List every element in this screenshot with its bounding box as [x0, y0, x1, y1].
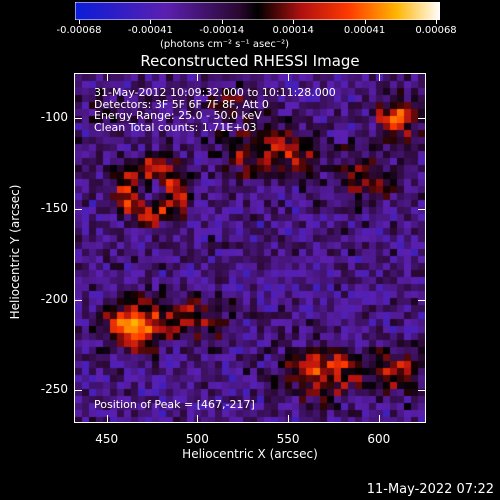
y-tick-mark [418, 299, 426, 301]
x-tick-label: 500 [185, 432, 209, 446]
x-tick-mark [197, 73, 199, 81]
colorbar-tick [293, 20, 295, 24]
annotation-energy-range: Energy Range: 25.0 - 50.0 keV [94, 109, 262, 122]
y-tick-mark [74, 299, 82, 301]
x-tick-mark [197, 415, 199, 423]
y-tick-mark [74, 209, 82, 210]
y-tick-mark [74, 390, 82, 392]
colorbar-units: (photons cm⁻² s⁻¹ asec⁻²) [160, 39, 290, 50]
image-annotations: 31-May-2012 10:09:32.000 to 10:11:28.000… [94, 87, 336, 133]
y-tick-mark [418, 118, 426, 120]
y-tick-mark [418, 209, 426, 210]
heatmap-canvas [75, 74, 425, 422]
y-axis-label: Heliocentric Y (arcsec) [8, 184, 22, 320]
plot-title: Reconstructed RHESSI Image [140, 52, 360, 70]
colorbar [75, 2, 440, 20]
colorbar-tick-label: -0.00014 [199, 25, 245, 36]
colorbar-tick-label: -0.00068 [56, 25, 102, 36]
y-tick-label: -250 [40, 382, 68, 397]
x-axis-label: Heliocentric X (arcsec) [182, 447, 318, 461]
colorbar-tick-label: -0.00041 [127, 25, 173, 36]
colorbar-tick [79, 20, 80, 24]
y-tick-label: -150 [40, 201, 68, 215]
annotation-clean-counts: Clean Total counts: 1.71E+03 [94, 120, 257, 134]
heatmap-plot [74, 73, 426, 423]
x-tick-mark [378, 415, 380, 423]
x-tick-label: 600 [367, 432, 391, 446]
x-tick-label: 550 [276, 432, 300, 446]
x-tick-mark [106, 73, 108, 81]
colorbar-tick [436, 20, 437, 24]
timestamp: 11-May-2022 07:22 [366, 482, 494, 497]
colorbar-tick [221, 20, 223, 24]
x-tick-mark [288, 415, 290, 423]
annotation-time-range: 31-May-2012 10:09:32.000 to 10:11:28.000 [94, 86, 336, 99]
peak-position-label: Position of Peak = [467,-217] [94, 398, 255, 411]
y-tick-mark [418, 390, 426, 392]
colorbar-tick [150, 20, 152, 24]
x-tick-label: 450 [95, 432, 119, 446]
annotation-detectors: Detectors: 3F 5F 6F 7F 8F, Att 0 [94, 97, 269, 111]
colorbar-tick [364, 20, 366, 24]
x-tick-mark [106, 415, 108, 423]
x-tick-mark [288, 73, 290, 81]
colorbar-tick-label: 0.00014 [272, 25, 314, 36]
x-tick-mark [378, 73, 380, 81]
y-tick-label: -100 [40, 110, 68, 125]
colorbar-tick-label: 0.00041 [343, 25, 386, 36]
y-tick-label: -200 [40, 291, 68, 306]
colorbar-tick-label: 0.00068 [415, 25, 457, 36]
y-tick-mark [74, 118, 82, 120]
